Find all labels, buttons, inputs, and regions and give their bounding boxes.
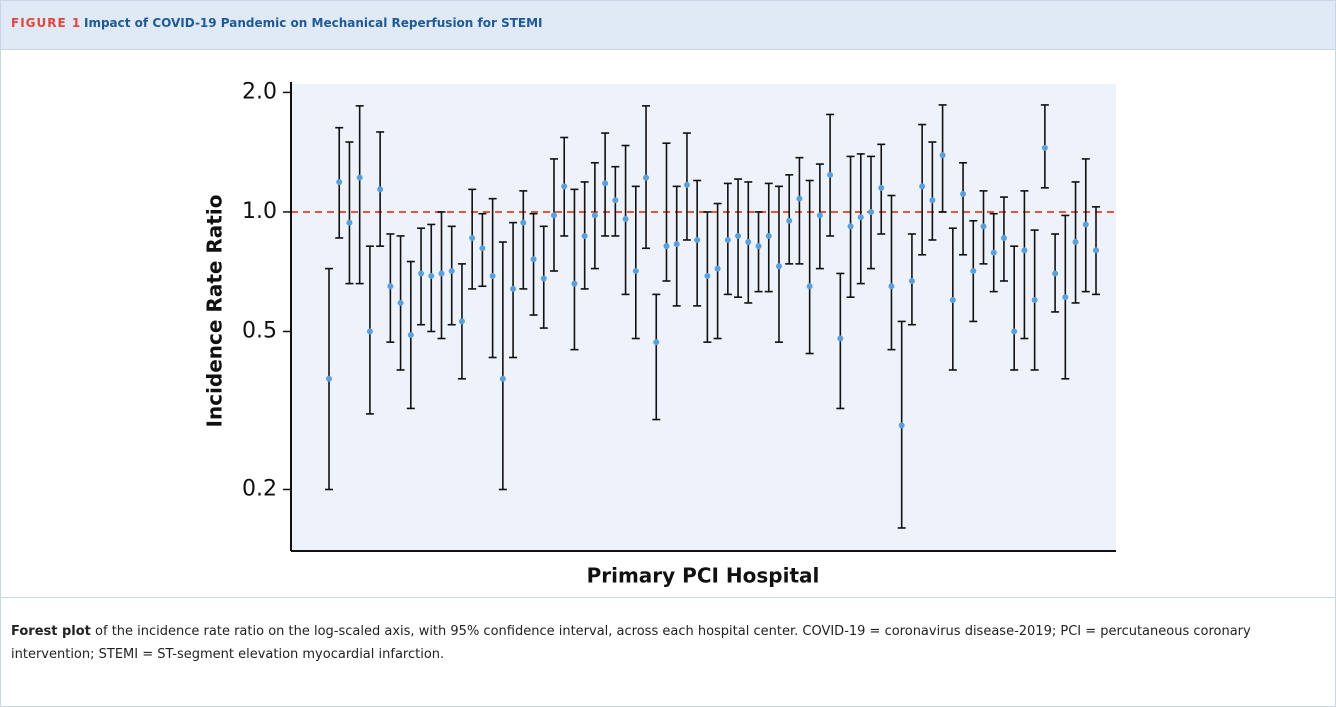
point-estimate [326, 375, 332, 382]
point-estimate [878, 184, 885, 191]
point-estimate [346, 219, 353, 226]
point-estimate [1011, 328, 1018, 335]
chart: Incidence Rate Ratio Primary PCI Hospita… [203, 79, 1116, 588]
point-estimate [786, 217, 793, 224]
point-estimate [694, 236, 701, 243]
point-estimate [714, 265, 721, 272]
point-estimate [540, 275, 547, 282]
point-estimate [499, 375, 506, 382]
point-estimate [1093, 247, 1099, 254]
point-estimate [1072, 239, 1079, 246]
point-estimate [520, 219, 527, 226]
point-estimate [1041, 144, 1048, 151]
point-estimate [356, 174, 363, 181]
point-estimate [458, 318, 465, 325]
point-estimate [438, 270, 445, 277]
point-estimate [949, 297, 956, 304]
point-estimate [561, 183, 568, 190]
point-estimate [990, 249, 997, 256]
point-estimate [735, 232, 742, 239]
point-estimate [653, 339, 660, 346]
point-estimate [571, 280, 578, 287]
y-axis-label: Incidence Rate Ratio [203, 195, 227, 428]
y-tick-label: 1.0 [242, 199, 277, 224]
point-estimate [1031, 297, 1038, 304]
x-axis-label: Primary PCI Hospital [587, 564, 820, 588]
point-estimate [602, 180, 609, 187]
point-estimate [448, 268, 455, 275]
point-estimate [724, 236, 731, 243]
point-estimate [663, 243, 670, 250]
point-estimate [908, 278, 915, 285]
point-estimate [796, 195, 803, 202]
point-estimate [827, 171, 834, 178]
point-estimate [612, 197, 619, 204]
point-estimate [469, 234, 476, 241]
point-estimate [939, 152, 946, 159]
point-estimate [550, 212, 557, 219]
point-estimate [479, 245, 486, 252]
point-estimate [929, 197, 936, 204]
point-estimate [377, 186, 384, 193]
point-estimate [704, 272, 711, 279]
point-estimate [428, 272, 435, 279]
point-estimate [960, 190, 967, 197]
point-estimate [775, 263, 782, 270]
point-estimate [336, 178, 343, 185]
point-estimate [837, 335, 844, 342]
point-estimate [816, 212, 823, 219]
chart-title: Impact of COVID-19 Pandemic on Mechanica… [84, 16, 543, 30]
point-estimate [643, 174, 650, 181]
point-estimate [530, 256, 537, 263]
point-estimate [673, 241, 680, 248]
caption-lead: Forest plot [11, 624, 91, 639]
plot-area [291, 84, 1116, 551]
point-estimate [898, 422, 905, 429]
point-estimate [622, 215, 629, 222]
caption-body: of the incidence rate ratio on the log-s… [11, 624, 1251, 662]
point-estimate [806, 283, 813, 290]
point-estimate [387, 283, 394, 290]
point-estimate [632, 268, 639, 275]
point-estimate [755, 243, 762, 250]
point-estimate [868, 208, 875, 215]
point-estimate [970, 268, 977, 275]
point-estimate [1052, 270, 1059, 277]
point-estimate [1062, 294, 1069, 301]
point-estimate [847, 223, 854, 230]
point-estimate [591, 212, 598, 219]
caption: Forest plot of the incidence rate ratio … [1, 597, 1335, 666]
point-estimate [510, 285, 517, 292]
point-estimate [888, 283, 895, 290]
point-estimate [366, 328, 373, 335]
point-estimate [980, 223, 987, 230]
point-estimate [1000, 234, 1007, 241]
point-estimate [683, 181, 690, 188]
point-estimate [1021, 247, 1028, 254]
point-estimate [919, 183, 926, 190]
figure-label: FIGURE 1 [11, 16, 82, 30]
y-tick-label: 0.5 [242, 318, 277, 343]
y-tick-label: 2.0 [242, 79, 277, 104]
point-estimate [397, 299, 404, 306]
point-estimate [765, 232, 772, 239]
point-estimate [489, 272, 496, 279]
figure-header: FIGURE 1 Impact of COVID-19 Pandemic on … [1, 1, 1335, 50]
caption-text: Forest plot of the incidence rate ratio … [11, 620, 1311, 666]
y-tick-label: 0.2 [242, 476, 277, 501]
point-estimate [745, 239, 752, 246]
point-estimate [857, 214, 864, 221]
point-estimate [407, 331, 414, 338]
point-estimate [581, 232, 588, 239]
point-estimate [418, 270, 425, 277]
point-estimate [1082, 221, 1089, 228]
